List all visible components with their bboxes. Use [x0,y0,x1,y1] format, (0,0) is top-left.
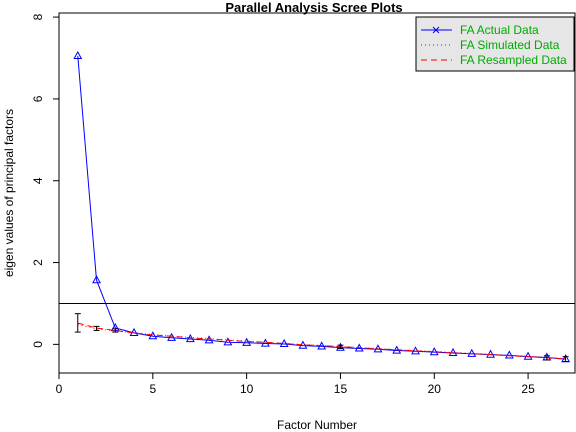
y-tick-label: 2 [31,259,45,266]
y-tick-label: 8 [31,13,45,20]
x-tick-label: 20 [428,382,442,396]
series-line-resampled [77,322,566,360]
data-point-actual [448,347,458,357]
x-tick-label: 5 [149,382,156,396]
legend-box [415,16,575,72]
chart-title: Parallel Analysis Scree Plots [225,0,402,15]
data-point-actual [148,331,158,340]
x-tick-label: 25 [521,382,535,396]
plot-frame [58,12,576,374]
plot-area: 0 5 10 15 20 25 0 2 4 6 8 [31,12,576,396]
x-tick-label: 0 [56,382,63,396]
y-tick-label: 6 [31,95,45,102]
x-axis-label: Factor Number [277,418,357,432]
data-point-actual [467,348,477,357]
data-point-actual [523,351,533,360]
data-point-actual [73,50,83,60]
data-point-actual [92,275,101,284]
legend-label-actual: FA Actual Data [460,23,539,37]
y-tick-label: 4 [31,177,45,184]
y-axis-label: eigen values of principal factors [2,109,16,277]
data-point-actual [223,337,233,346]
series-line-actual [77,55,566,360]
legend-label-resampled: FA Resampled Data [460,53,567,67]
x-tick-label: 15 [334,382,348,396]
x-tick-label: 10 [240,382,254,396]
legend-marker-actual [432,26,440,34]
data-point-actual [167,332,177,341]
data-point-actual [504,350,514,359]
y-tick-label: 0 [31,341,45,348]
data-point-actual [429,347,439,356]
legend-label-simulated: FA Simulated Data [460,38,560,52]
